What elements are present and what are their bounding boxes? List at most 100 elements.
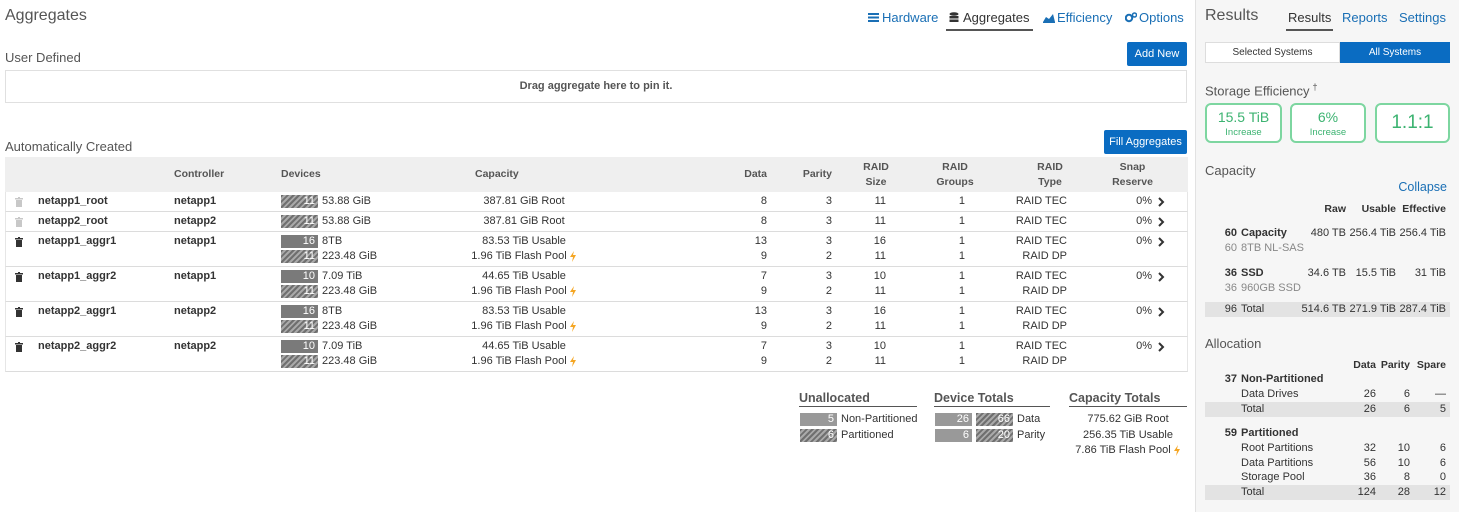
summary-title: Unallocated [799,391,917,407]
allocation-label: Storage Pool [1241,471,1305,484]
results-tab[interactable]: Results [1286,10,1334,31]
efficiency-value: 6% [1317,109,1339,125]
raid-size: 10 [873,270,886,282]
drive-type: Capacity [1241,227,1287,239]
efficiency-card [1290,103,1366,143]
section-title: Capacity [1205,163,1256,178]
expand-chevron[interactable] [1158,197,1165,207]
capacity: 83.53 TiB Usable [482,235,566,247]
parity-count: 3 [825,270,832,282]
efficiency-card [1375,103,1450,143]
delete-icon[interactable] [15,307,23,317]
panel-title: Results [1205,7,1259,24]
data-count: 9 [760,320,767,332]
data-count: 9 [760,285,767,297]
allocation-value: 5 [1439,402,1446,415]
device-count: 10 [281,270,318,283]
raid-type: RAID DP [1022,320,1067,332]
system-toggle[interactable]: Selected Systems [1205,42,1340,63]
data-count: 9 [760,355,767,367]
controller: netapp2 [174,340,217,352]
table-row [5,267,1188,302]
device-count: 26 [935,413,972,426]
data-count: 8 [760,215,767,227]
total-row-bg [1205,485,1450,500]
efficiency-value: 1.1:1 [1391,112,1434,133]
capacity-value: 256.4 TiB [1399,227,1446,239]
drive-count: 36 [1224,267,1237,279]
nav-tab[interactable]: Aggregates [946,9,1033,31]
tab-icon [1124,12,1138,23]
capacity-value: 287.4 TiB [1399,303,1446,315]
expand-chevron[interactable] [1158,217,1165,227]
table-row [5,192,1188,212]
results-tab[interactable]: Reports [1342,10,1388,25]
capacity: 1.96 TiB Flash Pool [450,249,598,264]
delete-icon[interactable] [15,272,23,282]
allocation-value: 124 [1357,486,1376,498]
delete-icon[interactable] [15,237,23,247]
drive-sub-label: 960GB SSD [1241,282,1301,294]
raid-type: RAID TEC [1015,215,1067,227]
snap-reserve: 0% [1136,270,1152,282]
allocation-value: 8 [1403,471,1410,484]
allocation-value: 6 [1403,388,1410,400]
raid-groups: 1 [958,305,965,317]
snap-reserve: 0% [1136,215,1152,227]
data-count: 9 [760,250,767,262]
device-count: 11 [281,355,318,368]
controller: netapp1 [174,235,217,247]
results-tab[interactable]: Settings [1399,10,1446,25]
allocation-value: 6 [1403,402,1410,415]
raid-groups: 1 [958,340,965,352]
device-count: 11 [281,195,318,208]
raid-size: 11 [874,250,886,262]
aggregate-name: netapp1_aggr1 [38,235,117,247]
capacity-total: 775.62 GiB Root [1087,413,1169,425]
controller: netapp2 [174,305,217,317]
delete-icon [15,217,23,227]
add-new-button[interactable]: Add New [1127,42,1187,66]
data-count: 7 [760,270,767,282]
expand-chevron[interactable] [1158,307,1165,317]
capacity: 1.96 TiB Flash Pool [450,354,598,369]
device-size: 223.48 GiB [322,320,378,332]
allocation-value: 10 [1397,442,1410,455]
parity-count: 3 [825,215,832,227]
nav-tab[interactable]: Hardware [865,9,941,29]
fill-aggregates-button[interactable]: Fill Aggregates [1104,130,1187,154]
drop-placeholder: Drag aggregate here to pin it. [519,80,673,92]
nav-tab[interactable]: Options [1122,9,1187,29]
device-size: 7.09 TiB [322,340,363,352]
device-total-label: Parity [1017,429,1046,441]
device-count: 6 [800,429,837,442]
allocation-value: 36 [1363,471,1376,484]
drive-sub-label: 8TB NL-SAS [1241,242,1304,254]
capacity: 44.65 TiB Usable [482,340,566,352]
collapse-link[interactable]: Collapse [1398,180,1447,194]
allocation-value: 32 [1363,442,1376,455]
table-row [5,232,1188,267]
allocation-label: Total [1241,486,1265,498]
allocation-value: 12 [1433,486,1446,498]
system-toggle[interactable]: All Systems [1340,42,1450,63]
expand-chevron[interactable] [1158,272,1165,282]
unallocated-label: Non-Partitioned [841,413,918,425]
raid-size: 11 [874,215,886,227]
raid-type: RAID DP [1022,250,1067,262]
delete-icon[interactable] [15,342,23,352]
drive-sub-count: 60 [1224,242,1237,254]
nav-tab[interactable]: Efficiency [1040,9,1115,29]
expand-chevron[interactable] [1158,342,1165,352]
capacity: 83.53 TiB Usable [482,305,566,317]
raid-type: RAID DP [1022,285,1067,297]
controller: netapp1 [174,195,217,207]
expand-chevron[interactable] [1158,237,1165,247]
device-count: 20 [976,429,1013,442]
controller: netapp1 [174,270,217,282]
column-header: Controller [174,168,225,180]
capacity-value: 15.5 TiB [1355,267,1396,279]
column-header: Effective [1402,203,1446,215]
raid-groups: 1 [958,270,965,282]
group-name: Non-Partitioned [1241,373,1324,385]
